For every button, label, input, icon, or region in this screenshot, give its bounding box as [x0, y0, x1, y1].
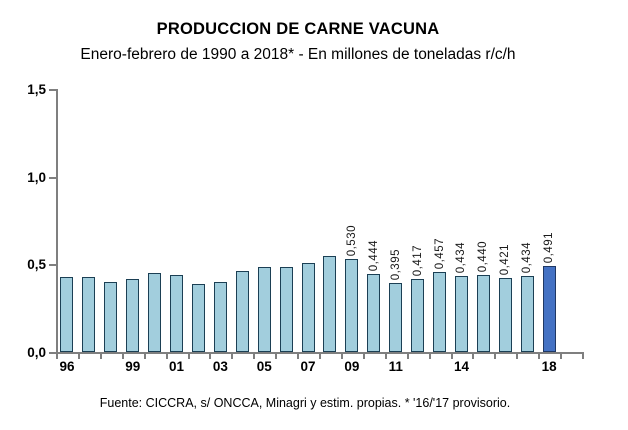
bar-year-2005 [257, 267, 271, 352]
x-axis-tick [56, 354, 58, 359]
bar-data-label: 0,417 [411, 244, 424, 276]
bar-year-2007 [301, 263, 315, 352]
x-axis-tick-label: 09 [344, 359, 360, 374]
x-axis-tick [406, 354, 409, 359]
x-axis-tick [384, 354, 387, 359]
bar-year-2015 [476, 275, 490, 352]
bar-data-label: 0,421 [499, 243, 512, 275]
y-axis-tick-label: 1,0 [27, 169, 46, 185]
x-axis-tick [362, 354, 365, 359]
x-axis-tick [143, 354, 146, 359]
x-axis-tick [297, 354, 300, 359]
y-axis-tick-label: 1,5 [27, 82, 46, 97]
bar-data-label: 0,434 [521, 241, 534, 273]
x-axis-tick [340, 354, 343, 359]
chart-title: PRODUCCION DE CARNE VACUNA [156, 20, 440, 38]
x-axis-tick [231, 354, 234, 359]
x-axis-tick [472, 354, 475, 359]
x-axis-tick [253, 354, 256, 359]
x-axis-tick [538, 354, 541, 359]
x-axis-tick-label: 03 [212, 359, 228, 374]
bar-data-label: 0,434 [455, 241, 468, 273]
bar-data-label: 0,444 [367, 239, 380, 271]
bar-year-2009 [345, 259, 359, 352]
bar-year-2013 [433, 272, 447, 352]
bar-year-1999 [126, 279, 140, 352]
x-axis-tick [516, 354, 519, 359]
bar-data-label: 0,491 [543, 231, 556, 263]
x-axis-tick [209, 354, 212, 359]
bar-data-label: 0,395 [389, 248, 402, 280]
bar-year-2014 [454, 276, 468, 352]
bar-year-2018-highlighted [542, 266, 556, 352]
bar-year-2006 [279, 267, 293, 352]
bar-year-1998 [104, 282, 118, 352]
x-axis-tick-label: 01 [169, 359, 185, 374]
bar-year-2011 [389, 283, 403, 352]
x-axis-tick [582, 354, 584, 359]
bar-year-2004 [235, 271, 249, 352]
x-axis-tick-label: 18 [541, 359, 557, 374]
bar-year-2000 [148, 273, 162, 352]
y-axis-tick-label: 0,0 [27, 345, 46, 360]
bar-year-1996 [60, 277, 74, 352]
bar-year-2012 [411, 279, 425, 352]
y-axis-tick [49, 176, 56, 179]
x-axis-tick-label: 14 [453, 359, 469, 374]
x-axis-tick [450, 354, 453, 359]
y-axis-line [56, 89, 58, 352]
y-axis-tick-label: 0,5 [27, 257, 46, 273]
x-axis-tick [428, 354, 431, 359]
x-axis-tick [560, 354, 563, 359]
chart-subtitle: Enero-febrero de 1990 a 2018* - En millo… [80, 46, 516, 63]
x-axis-tick [275, 354, 278, 359]
bar-year-2001 [170, 275, 184, 352]
bar-data-label: 0,530 [345, 224, 358, 256]
bar-data-label: 0,457 [433, 237, 446, 269]
x-axis-tick [99, 354, 102, 359]
x-axis-tick [165, 354, 168, 359]
source-note: Fuente: CICCRA, s/ ONCCA, Minagri y esti… [99, 396, 511, 410]
x-axis-tick-label: 07 [300, 359, 316, 374]
x-axis-tick-label: 05 [256, 359, 272, 374]
y-axis-tick [49, 264, 56, 267]
bar-year-1997 [82, 277, 96, 352]
y-axis-tick [49, 89, 56, 91]
bar-data-label: 0,440 [477, 240, 490, 272]
x-axis-tick [187, 354, 190, 359]
bar-year-2008 [323, 256, 337, 352]
x-axis-tick [77, 354, 80, 359]
x-axis-tick-label: 96 [59, 359, 75, 374]
x-axis-tick [494, 354, 497, 359]
x-axis-tick-label: 11 [388, 359, 403, 374]
bar-year-2016 [498, 278, 512, 352]
bar-year-2017 [520, 276, 534, 352]
x-axis-tick [319, 354, 321, 359]
bar-year-2003 [213, 282, 227, 352]
bar-year-2010 [367, 274, 381, 352]
x-axis-line [56, 352, 584, 354]
bar-year-2002 [191, 284, 205, 352]
x-axis-tick [121, 354, 124, 359]
y-axis-tick [49, 352, 56, 354]
x-axis-tick-label: 99 [125, 359, 141, 374]
